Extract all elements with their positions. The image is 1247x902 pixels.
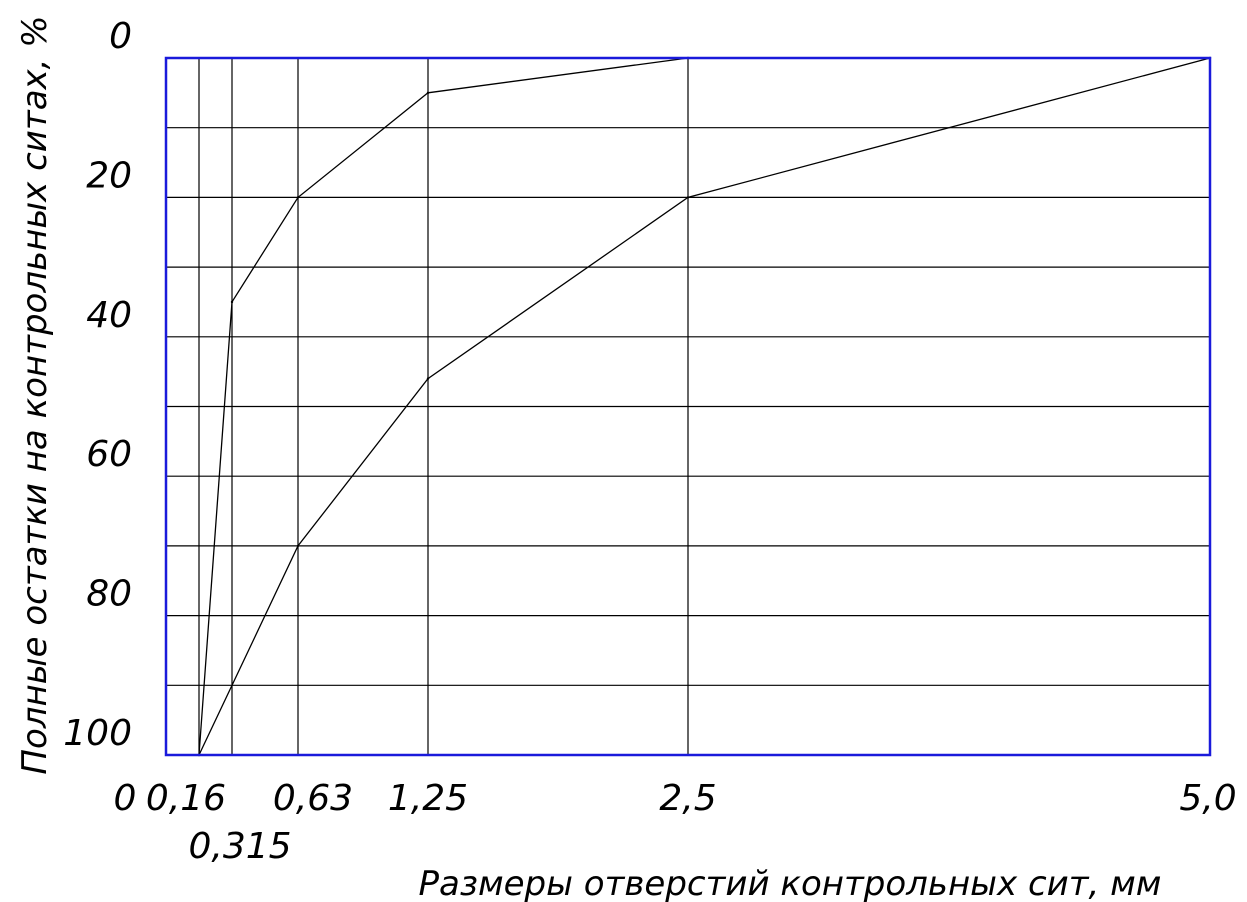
data-point bbox=[426, 91, 430, 95]
x-tick-label: 0,16 bbox=[146, 778, 226, 819]
y-tick-label: 80 bbox=[86, 574, 132, 615]
y-tick-label: 100 bbox=[63, 713, 132, 754]
data-point bbox=[230, 300, 234, 304]
x-tick-label: 5,0 bbox=[1179, 778, 1236, 819]
data-point bbox=[296, 196, 300, 199]
x-tick-label: 1,25 bbox=[388, 778, 468, 819]
y-axis-title: Полные остатки на контрольных ситах, % bbox=[15, 15, 55, 774]
data-point bbox=[686, 196, 690, 199]
frame-border bbox=[164, 56, 1212, 757]
gridlines bbox=[165, 57, 1211, 756]
y-tick-label: 20 bbox=[86, 155, 132, 196]
y-tick-label: 60 bbox=[86, 434, 132, 475]
plot-frame bbox=[164, 56, 1212, 757]
y-tick-label: 40 bbox=[86, 295, 132, 336]
x-axis-ticks: 0 0,16 0,315 0,63 1,25 2,5 5,0 bbox=[114, 778, 1237, 867]
x-tick-label: 2,5 bbox=[659, 778, 716, 819]
x-tick-label: 0 bbox=[114, 778, 137, 819]
y-tick-label: 0 bbox=[109, 16, 132, 57]
data-point bbox=[426, 377, 430, 380]
data-point bbox=[296, 544, 300, 548]
x-tick-label: 0,63 bbox=[273, 778, 353, 819]
x-tick-label: 0,315 bbox=[188, 826, 291, 867]
x-axis-title: Размеры отверстий контрольных сит, мм bbox=[419, 864, 1162, 902]
y-axis-ticks: 0 20 40 60 80 100 bbox=[63, 16, 132, 754]
